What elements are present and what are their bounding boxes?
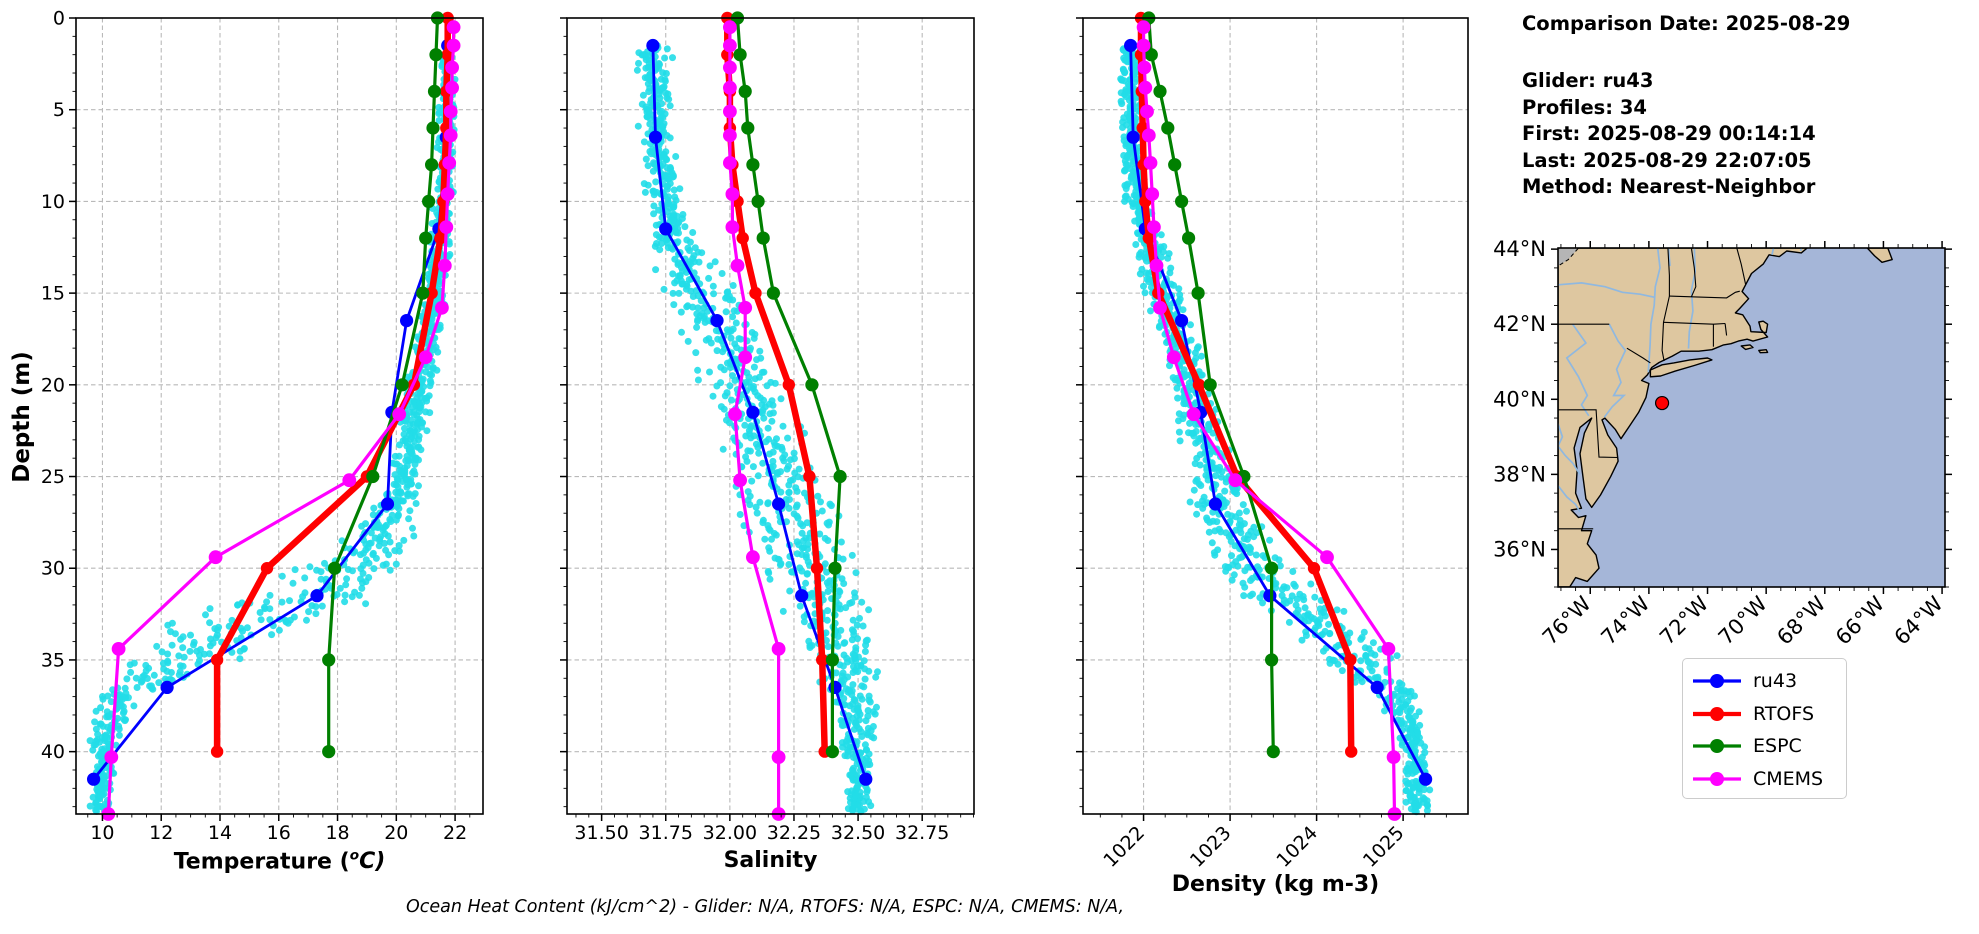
info-line-first: First: 2025-08-29 00:14:14: [1522, 122, 1816, 146]
x-axis-label-salinity: Salinity: [723, 848, 818, 873]
series-ESPC: [1142, 11, 1280, 759]
legend-line-dot-icon: [1693, 706, 1741, 721]
legend-line-dot-icon: [1693, 771, 1741, 786]
gridlines: [76, 17, 483, 814]
svg-text:31.75: 31.75: [639, 822, 693, 844]
legend-line-dot-icon: [1693, 674, 1741, 689]
lake-area: [1558, 248, 1580, 267]
ocean-heat-content-note: Ocean Heat Content (kJ/cm^2) - Glider: N…: [405, 897, 1125, 917]
legend-label: ESPC: [1753, 735, 1802, 758]
tick-labels: 10 12 14 16 18 20 22 0 5 10 15 20 25 30 35 40: [41, 8, 467, 845]
series-CMEMS: [1136, 20, 1402, 821]
svg-text:42°N: 42°N: [1493, 312, 1546, 336]
svg-text:40°N: 40°N: [1493, 387, 1546, 411]
tick-labels: 1022 1023 1024 1025: [1099, 822, 1408, 872]
svg-text:1025: 1025: [1359, 822, 1409, 872]
legend-line-dot-icon: [1693, 739, 1741, 754]
legend-label: RTOFS: [1753, 702, 1815, 725]
legend-label: ru43: [1753, 670, 1798, 693]
glider-scatter: [1117, 42, 1434, 816]
legend-label: CMEMS: [1753, 767, 1824, 790]
x-axis-label-temperature: Temperature (oC): [76, 848, 483, 874]
svg-text:31.50: 31.50: [574, 822, 628, 844]
map-state-borders: [1558, 248, 1747, 530]
legend-entry-ru43: ru43: [1691, 665, 1846, 698]
svg-text:68°W: 68°W: [1772, 591, 1830, 649]
info-line-profiles: Profiles: 34: [1522, 95, 1647, 119]
profile-plot-density: 1022 1023 1024 1025: [1076, 11, 1469, 872]
svg-text:1022: 1022: [1099, 822, 1149, 872]
mainland: [1558, 248, 1808, 587]
plot-border: [566, 17, 975, 815]
svg-text:72°W: 72°W: [1655, 591, 1713, 649]
glider-scatter: [86, 51, 459, 815]
plot-border: [1082, 17, 1469, 815]
axis-ticks: [560, 17, 974, 821]
profile-plot-temperature: 10 12 14 16 18 20 22 0 5 10 15 20 25 30 35 40: [41, 8, 484, 845]
svg-text:1024: 1024: [1272, 822, 1322, 872]
series-ESPC: [730, 11, 847, 759]
legend-entry-rtofs: RTOFS: [1691, 698, 1846, 731]
axis-ticks: [1076, 17, 1447, 821]
long-island: [1649, 357, 1713, 378]
svg-text:66°W: 66°W: [1831, 591, 1889, 649]
svg-text:25: 25: [41, 466, 65, 488]
svg-text:74°W: 74°W: [1596, 591, 1654, 649]
marthas-vineyard: [1740, 344, 1754, 351]
glider-position-marker: [1654, 395, 1670, 411]
svg-text:32.75: 32.75: [895, 822, 949, 844]
nova-scotia: [1866, 248, 1893, 263]
svg-text:5: 5: [53, 99, 65, 121]
svg-text:1023: 1023: [1186, 822, 1236, 872]
svg-text:44°N: 44°N: [1493, 237, 1546, 261]
svg-text:32.25: 32.25: [767, 822, 821, 844]
temp-label-pre: Temperature (: [173, 849, 350, 875]
svg-text:38°N: 38°N: [1493, 462, 1546, 486]
svg-text:40: 40: [41, 741, 65, 763]
location-map: 44°N 42°N 40°N 38°N 36°N 76°W 74°W 72°W 70°W 68°W…: [1493, 237, 1952, 650]
svg-text:22: 22: [443, 822, 467, 844]
profile-plot-salinity: 31.50 31.75 32.00 32.25 32.50 32.75: [560, 11, 975, 844]
series-ESPC: [322, 11, 445, 759]
axis-ticks: [69, 17, 471, 821]
svg-text:10: 10: [41, 191, 65, 213]
svg-text:35: 35: [41, 649, 65, 671]
y-axis-label-depth: Depth (m): [9, 351, 35, 483]
legend-entry-espc: ESPC: [1691, 730, 1846, 763]
svg-text:14: 14: [208, 822, 232, 844]
svg-text:70°W: 70°W: [1714, 591, 1772, 649]
svg-text:12: 12: [149, 822, 173, 844]
info-line-glider: Glider: ru43: [1522, 69, 1654, 92]
info-line-last: Last: 2025-08-29 22:07:05: [1522, 148, 1812, 172]
svg-text:36°N: 36°N: [1493, 537, 1546, 561]
plot-border: [75, 17, 484, 815]
comparison-date: Comparison Date: 2025-08-29: [1522, 12, 1851, 35]
map-ticks: [1551, 241, 1952, 594]
series-CMEMS: [101, 20, 461, 821]
nantucket: [1758, 349, 1769, 354]
svg-text:10: 10: [90, 822, 114, 844]
svg-text:64°W: 64°W: [1890, 591, 1948, 649]
svg-text:0: 0: [53, 8, 65, 30]
svg-text:32.00: 32.00: [703, 822, 757, 844]
svg-text:76°W: 76°W: [1538, 591, 1596, 649]
glider-scatter: [633, 42, 881, 816]
legend: ru43 RTOFS ESPC CMEMS: [1682, 658, 1847, 799]
svg-text:30: 30: [41, 558, 65, 580]
legend-entry-cmems: CMEMS: [1691, 763, 1846, 796]
svg-text:16: 16: [267, 822, 291, 844]
tick-labels: 31.50 31.75 32.00 32.25 32.50 32.75: [574, 822, 949, 844]
x-axis-label-density: Density (kg m-3): [1171, 872, 1380, 897]
svg-text:32.50: 32.50: [831, 822, 885, 844]
svg-text:20: 20: [41, 374, 65, 396]
temp-label-post: C): [359, 849, 386, 875]
svg-text:20: 20: [384, 822, 408, 844]
svg-text:18: 18: [325, 822, 349, 844]
svg-text:15: 15: [41, 283, 65, 305]
info-line-method: Method: Nearest-Neighbor: [1522, 175, 1816, 199]
temp-label-sup: o: [349, 848, 360, 864]
info-panel: Comparison Date: 2025-08-29 Glider: ru43…: [1522, 12, 1850, 201]
